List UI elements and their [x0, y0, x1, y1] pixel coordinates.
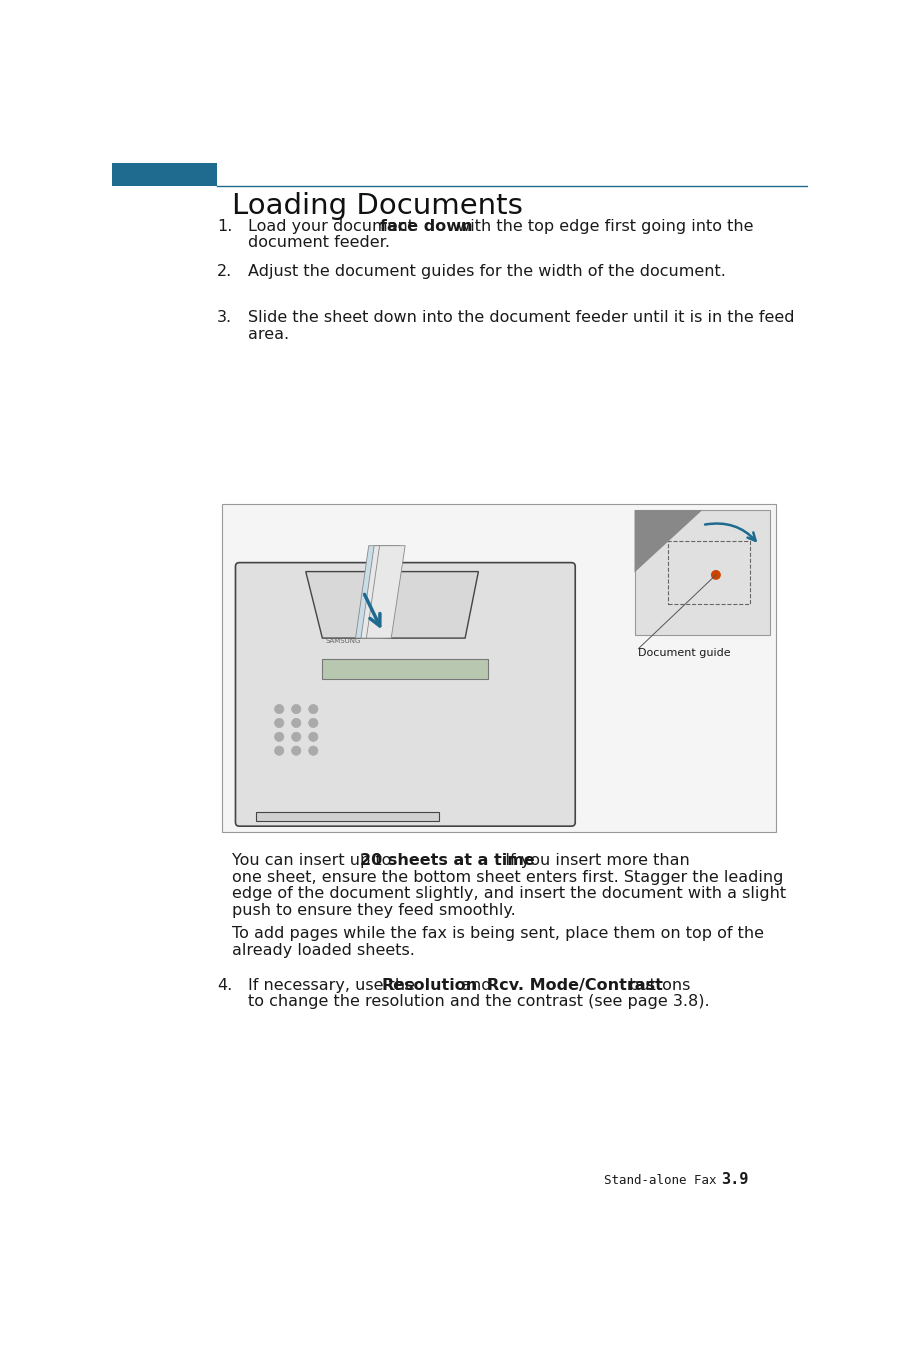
Circle shape	[275, 747, 284, 755]
Circle shape	[275, 704, 284, 714]
Circle shape	[309, 732, 318, 741]
Text: Loading Documents: Loading Documents	[233, 193, 524, 220]
Text: Slide the sheet down into the document feeder until it is in the feed: Slide the sheet down into the document f…	[248, 310, 795, 325]
Text: If necessary, use the: If necessary, use the	[248, 978, 420, 993]
Text: 4.: 4.	[217, 978, 232, 993]
Bar	[322, 658, 489, 679]
Circle shape	[275, 718, 284, 728]
Circle shape	[309, 718, 318, 728]
Text: 1.: 1.	[217, 219, 233, 234]
Polygon shape	[635, 510, 702, 573]
Circle shape	[292, 732, 301, 741]
Circle shape	[309, 704, 318, 714]
Polygon shape	[366, 545, 405, 638]
Bar	[256, 812, 438, 821]
Text: Resolution: Resolution	[382, 978, 478, 993]
Text: 20 sheets at a time: 20 sheets at a time	[360, 853, 534, 868]
Circle shape	[292, 747, 301, 755]
Text: document feeder.: document feeder.	[248, 235, 390, 250]
Polygon shape	[356, 545, 394, 638]
Text: Adjust the document guides for the width of the document.: Adjust the document guides for the width…	[248, 264, 726, 279]
Circle shape	[275, 732, 284, 741]
Text: . If you insert more than: . If you insert more than	[496, 853, 690, 868]
Text: and: and	[456, 978, 497, 993]
Circle shape	[292, 704, 301, 714]
Text: to change the resolution and the contrast (see page 3.8).: to change the resolution and the contras…	[248, 994, 709, 1009]
Text: 3.: 3.	[217, 310, 232, 325]
Circle shape	[711, 571, 720, 579]
Text: You can insert up to: You can insert up to	[233, 853, 397, 868]
Text: one sheet, ensure the bottom sheet enters first. Stagger the leading: one sheet, ensure the bottom sheet enter…	[233, 869, 784, 884]
Circle shape	[292, 718, 301, 728]
Text: edge of the document slightly, and insert the document with a slight: edge of the document slightly, and inser…	[233, 887, 787, 902]
Circle shape	[309, 747, 318, 755]
Bar	[223, 503, 776, 831]
Polygon shape	[361, 545, 400, 638]
Text: Rcv. Mode/Contrast: Rcv. Mode/Contrast	[488, 978, 664, 993]
Text: Load your document: Load your document	[248, 219, 419, 234]
Polygon shape	[305, 571, 479, 638]
Text: push to ensure they feed smoothly.: push to ensure they feed smoothly.	[233, 903, 516, 918]
Text: area.: area.	[248, 326, 289, 341]
Bar	[112, 163, 217, 186]
Text: buttons: buttons	[623, 978, 690, 993]
Text: Document guide: Document guide	[638, 647, 731, 658]
Bar	[635, 510, 770, 635]
Text: face down: face down	[381, 219, 473, 234]
Text: 2.: 2.	[217, 264, 232, 279]
Text: with the top edge first going into the: with the top edge first going into the	[453, 219, 753, 234]
Text: already loaded sheets.: already loaded sheets.	[233, 942, 415, 957]
Text: 3.9: 3.9	[720, 1172, 748, 1187]
Text: To add pages while the fax is being sent, place them on top of the: To add pages while the fax is being sent…	[233, 926, 764, 941]
Text: SAMSUNG: SAMSUNG	[326, 638, 361, 645]
FancyBboxPatch shape	[235, 563, 576, 826]
Text: Stand-alone Fax: Stand-alone Fax	[604, 1174, 717, 1187]
Bar	[668, 541, 750, 604]
